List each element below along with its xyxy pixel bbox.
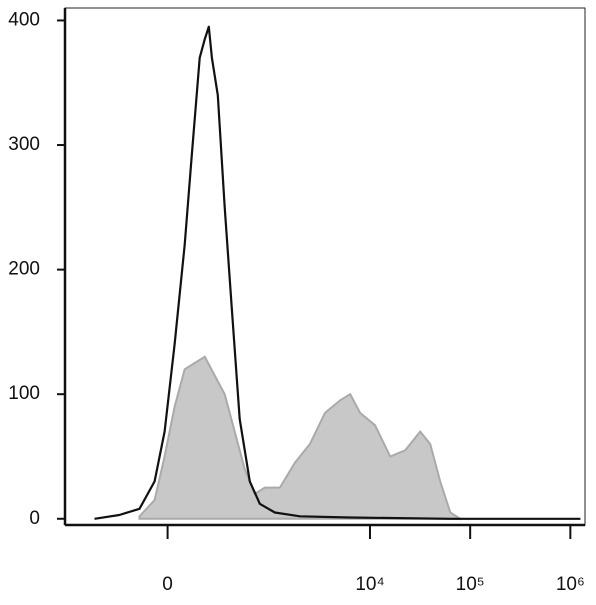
y-tick-label: 0: [29, 508, 40, 529]
y-tick-label: 300: [8, 134, 40, 155]
y-tick-label: 100: [8, 383, 40, 404]
x-tick-label: 10⁶: [556, 574, 585, 595]
y-tick-label: 200: [8, 259, 40, 280]
x-tick-label: 0: [162, 574, 173, 595]
x-tick-label: 10⁵: [456, 574, 485, 595]
x-tick-label: 10⁴: [355, 574, 384, 595]
histogram-area: [138, 355, 462, 521]
histogram-line: [94, 25, 581, 520]
y-tick-label: 400: [8, 9, 40, 30]
